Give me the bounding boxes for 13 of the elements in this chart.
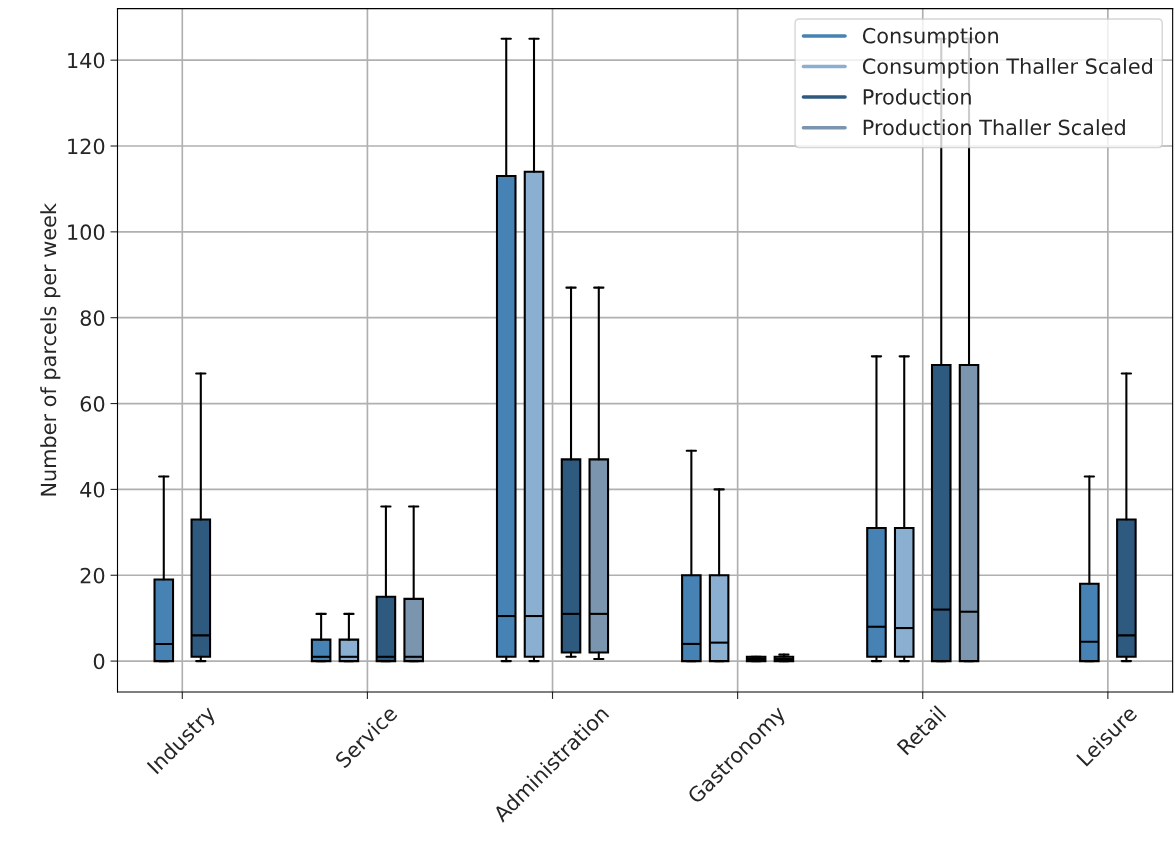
legend-label: Production Thaller Scaled <box>863 119 1125 136</box>
y-tick-label: 60 <box>80 396 105 412</box>
y-tick-label: 100 <box>68 224 105 241</box>
legend-label: Consumption Thaller Scaled <box>862 57 1153 79</box>
y-tick-label: 0 <box>93 653 105 670</box>
y-axis-title: Number of parcels per week <box>40 203 61 496</box>
legend-label: Consumption <box>862 27 998 48</box>
y-tick-label: 40 <box>80 481 105 498</box>
legend-label: Production <box>863 88 971 105</box>
y-tick-label: 140 <box>68 52 105 69</box>
y-tick-label: 80 <box>80 310 105 326</box>
y-tick-label: 20 <box>80 567 105 584</box>
y-tick-label: 120 <box>68 138 105 155</box>
